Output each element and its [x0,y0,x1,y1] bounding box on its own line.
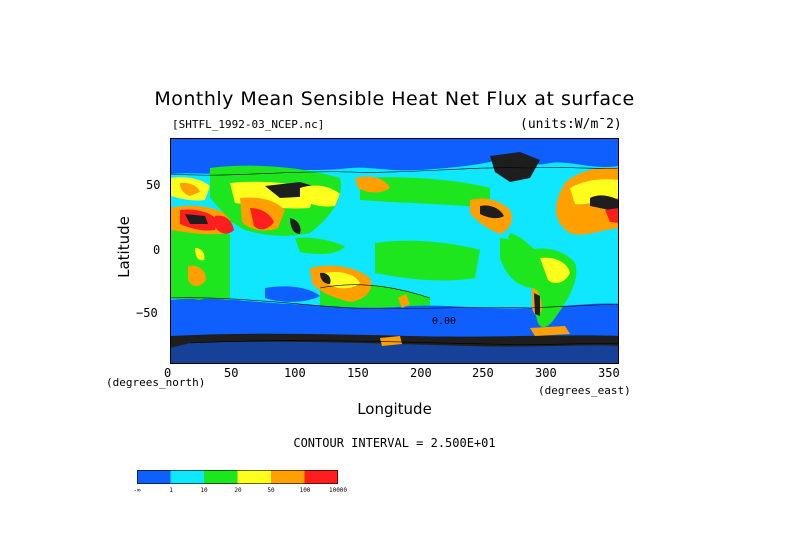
contour-lines [170,167,619,345]
x-axis-unit: (degrees_east) [538,384,631,397]
greenland [490,152,540,182]
contour-label: 0.00 [432,316,456,327]
flux-map: 0.00 [170,138,619,364]
legend-label-3: 10 [200,487,208,494]
file-label: [SHTFL_1992-03_NCEP.nc] [172,118,325,131]
legend-swatch-5 [271,470,305,484]
asia [210,165,390,236]
xtick-100: 100 [284,366,306,380]
australia [310,265,372,302]
legend-label-4: 20 [234,487,242,494]
north-america [470,167,619,235]
central-america [508,233,535,254]
africa [170,205,230,300]
x-axis-label: Longitude [357,400,432,418]
legend-swatch-6 [304,470,338,484]
legend-label-5: 50 [267,487,275,494]
xtick-200: 200 [410,366,432,380]
pacific-blue-patch [390,308,480,328]
antarctica [170,326,619,364]
xtick-50: 50 [224,366,239,380]
legend-swatch-4 [237,470,271,484]
contour-interval: CONTOUR INTERVAL = 2.500E+01 [293,436,496,450]
new-zealand [398,294,410,308]
legend-swatch-1 [137,470,171,484]
ytick-50: 50 [146,178,161,192]
legend-swatch-2 [170,470,204,484]
europe [170,177,210,201]
xtick-300: 300 [535,366,557,380]
units-label: (units:W/m¯2) [520,117,622,132]
xtick-250: 250 [472,366,494,380]
xtick-150: 150 [347,366,369,380]
legend-swatch-3 [204,470,238,484]
map-title: Monthly Mean Sensible Heat Net Flux at s… [154,88,635,110]
xtick-350: 350 [598,366,620,380]
legend-label-7: 10000 [328,487,348,494]
y-axis-label: Latitude [115,216,133,278]
indian-blue-patch [265,286,320,302]
legend-label-1: -∞ [133,487,141,494]
legend-label-6: 100 [299,487,311,494]
indonesia [295,237,345,254]
color-legend [137,470,338,484]
legend-label-2: 1 [169,487,173,494]
ytick-minus50: −50 [136,306,158,320]
ytick-0: 0 [153,243,161,257]
y-axis-unit: (degrees_north) [106,376,206,389]
arctic-band [170,138,619,174]
map-frame [170,138,619,364]
xtick-0: 0 [164,366,172,380]
